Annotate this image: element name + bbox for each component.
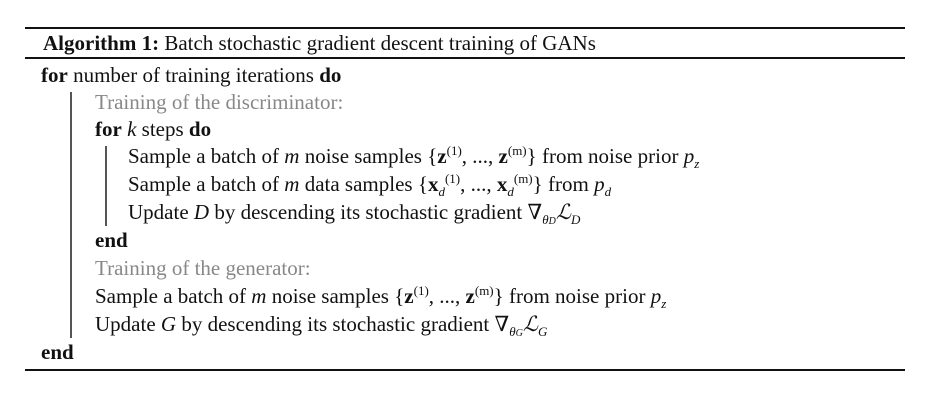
brace: { xyxy=(427,144,438,168)
var-m: m xyxy=(251,284,267,308)
sub: D xyxy=(548,216,556,228)
sub: d xyxy=(604,184,612,200)
sup: (1) xyxy=(444,171,461,186)
comment-discriminator: Training of the discriminator: xyxy=(95,90,344,114)
loss: ℒ xyxy=(522,312,538,336)
sub: G xyxy=(537,324,548,340)
d-update-line: Update D by descending its stochastic gr… xyxy=(128,200,581,228)
brace: } xyxy=(493,284,504,308)
var-m: m xyxy=(284,144,300,168)
kw-do: do xyxy=(319,63,342,87)
nabla: ∇ xyxy=(527,200,543,224)
text: by descending its stochastic gradient xyxy=(214,200,523,224)
sup: (1) xyxy=(413,283,429,298)
inner-for-line: for k steps do xyxy=(95,117,211,141)
var-z: z xyxy=(437,144,447,168)
text: from xyxy=(547,172,589,196)
outer-end-line: end xyxy=(41,340,74,364)
text: from noise prior xyxy=(541,144,679,168)
var-p: p xyxy=(650,284,662,308)
inner-loop-bar xyxy=(105,146,107,226)
text: data samples xyxy=(304,172,413,196)
sub: z xyxy=(694,156,700,172)
algorithm-caption: Algorithm 1: Batch stochastic gradient d… xyxy=(43,31,596,55)
d-sample-noise-line: Sample a batch of m noise samples {z(1),… xyxy=(128,143,700,172)
algorithm-label: Algorithm 1: xyxy=(43,31,160,55)
sub: G xyxy=(515,328,523,340)
brace: } xyxy=(526,144,537,168)
g-sample-noise-line: Sample a batch of m noise samples {z(1),… xyxy=(95,283,667,312)
outer-loop-condition: number of training iterations xyxy=(73,63,314,87)
sub: z xyxy=(661,296,667,312)
var-g: G xyxy=(160,312,177,336)
var-p: p xyxy=(683,144,695,168)
kw-end: end xyxy=(41,340,74,364)
kw-for: for xyxy=(41,63,68,87)
brace: { xyxy=(394,284,405,308)
brace: } xyxy=(532,172,543,196)
text: from noise prior xyxy=(508,284,646,308)
sup: (m) xyxy=(513,171,533,186)
text: Update xyxy=(128,200,189,224)
theta: θ xyxy=(509,324,516,340)
algorithm-title: Batch stochastic gradient descent traini… xyxy=(164,31,596,55)
text: Sample a batch of xyxy=(128,144,280,168)
bottom-rule xyxy=(25,369,905,371)
text: Sample a batch of xyxy=(95,284,247,308)
var-z: z xyxy=(498,144,508,168)
g-update-line: Update G by descending its stochastic gr… xyxy=(95,312,548,340)
sub: d xyxy=(438,184,445,200)
nabla: ∇ xyxy=(494,312,510,336)
inner-end-line: end xyxy=(95,228,128,252)
outer-loop-bar xyxy=(70,92,72,338)
inner-loop-text: steps xyxy=(141,117,184,141)
outer-for-line: for number of training iterations do xyxy=(41,63,341,87)
top-rule xyxy=(25,27,905,29)
dots: , ..., xyxy=(460,172,497,196)
kw-for: for xyxy=(95,117,122,141)
sup: (m) xyxy=(474,283,494,298)
dots: , ..., xyxy=(428,284,466,308)
var-x: x xyxy=(496,172,508,196)
comment-generator: Training of the generator: xyxy=(95,256,311,280)
brace: { xyxy=(417,172,428,196)
dots: , ..., xyxy=(461,144,499,168)
sup: (1) xyxy=(446,143,462,158)
sub: d xyxy=(507,184,514,200)
var-x: x xyxy=(427,172,439,196)
sub: D xyxy=(570,212,581,228)
kw-end: end xyxy=(95,228,128,252)
text: noise samples xyxy=(271,284,389,308)
var-k: k xyxy=(127,117,137,141)
d-sample-data-line: Sample a batch of m data samples {xd(1),… xyxy=(128,171,612,200)
var-z: z xyxy=(465,284,475,308)
caption-rule xyxy=(25,57,905,59)
var-p: p xyxy=(594,172,605,196)
var-d: D xyxy=(193,200,210,224)
theta: θ xyxy=(542,212,549,228)
kw-do: do xyxy=(188,117,212,141)
text: noise samples xyxy=(304,144,422,168)
var-z: z xyxy=(404,284,414,308)
text: Update xyxy=(95,312,156,336)
sup: (m) xyxy=(507,143,527,158)
loss: ℒ xyxy=(555,200,571,224)
text: by descending its stochastic gradient xyxy=(181,312,490,336)
var-m: m xyxy=(284,172,300,196)
text: Sample a batch of xyxy=(128,172,280,196)
